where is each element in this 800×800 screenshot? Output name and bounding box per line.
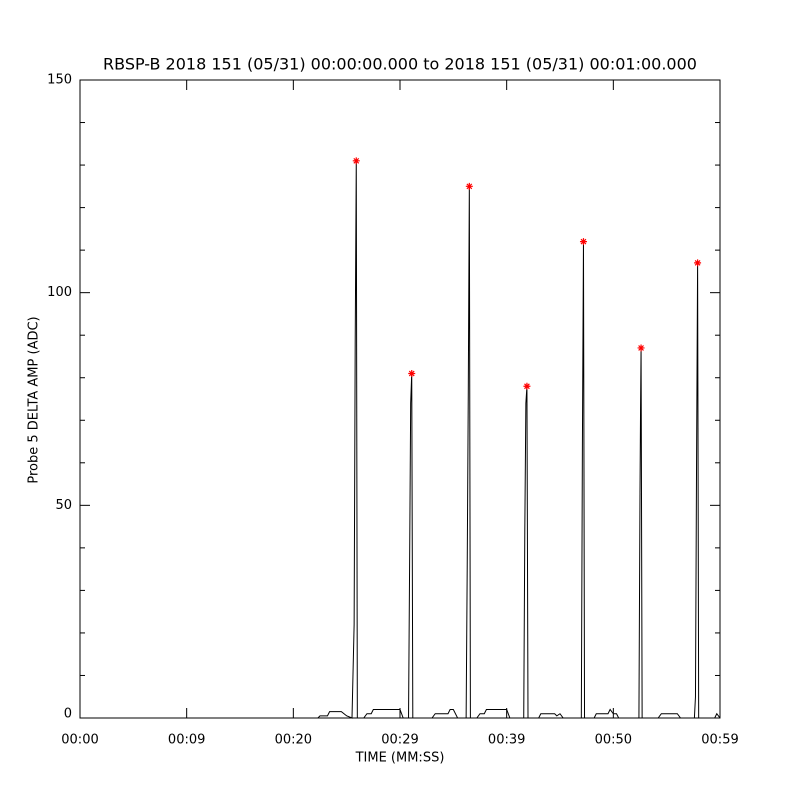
- peak-marker: [694, 259, 702, 267]
- x-tick-label: 00:50: [595, 733, 632, 748]
- y-tick-label: 100: [47, 285, 72, 300]
- y-tick-label: 150: [47, 73, 72, 88]
- peak-marker: [408, 369, 416, 377]
- y-tick-label: 0: [64, 707, 72, 722]
- peak-marker: [523, 382, 531, 390]
- peak-marker: [579, 238, 587, 246]
- peak-marker: [465, 182, 473, 190]
- y-axis-label: Probe 5 DELTA AMP (ADC): [27, 316, 42, 483]
- peak-marker: [637, 344, 645, 352]
- y-tick-label: 50: [55, 498, 72, 513]
- x-tick-label: 00:09: [168, 733, 205, 748]
- chart-title: RBSP-B 2018 151 (05/31) 00:00:00.000 to …: [103, 55, 697, 74]
- x-tick-label: 00:20: [275, 733, 312, 748]
- data-line: [80, 160, 721, 719]
- peak-marker: [352, 157, 360, 165]
- x-tick-label: 00:39: [488, 733, 525, 748]
- plot-frame: [79, 79, 721, 719]
- x-axis-label: TIME (MM:SS): [355, 751, 445, 766]
- x-tick-label: 00:29: [381, 733, 418, 748]
- x-tick-label: 00:59: [701, 733, 738, 748]
- x-tick-label: 00:00: [61, 733, 98, 748]
